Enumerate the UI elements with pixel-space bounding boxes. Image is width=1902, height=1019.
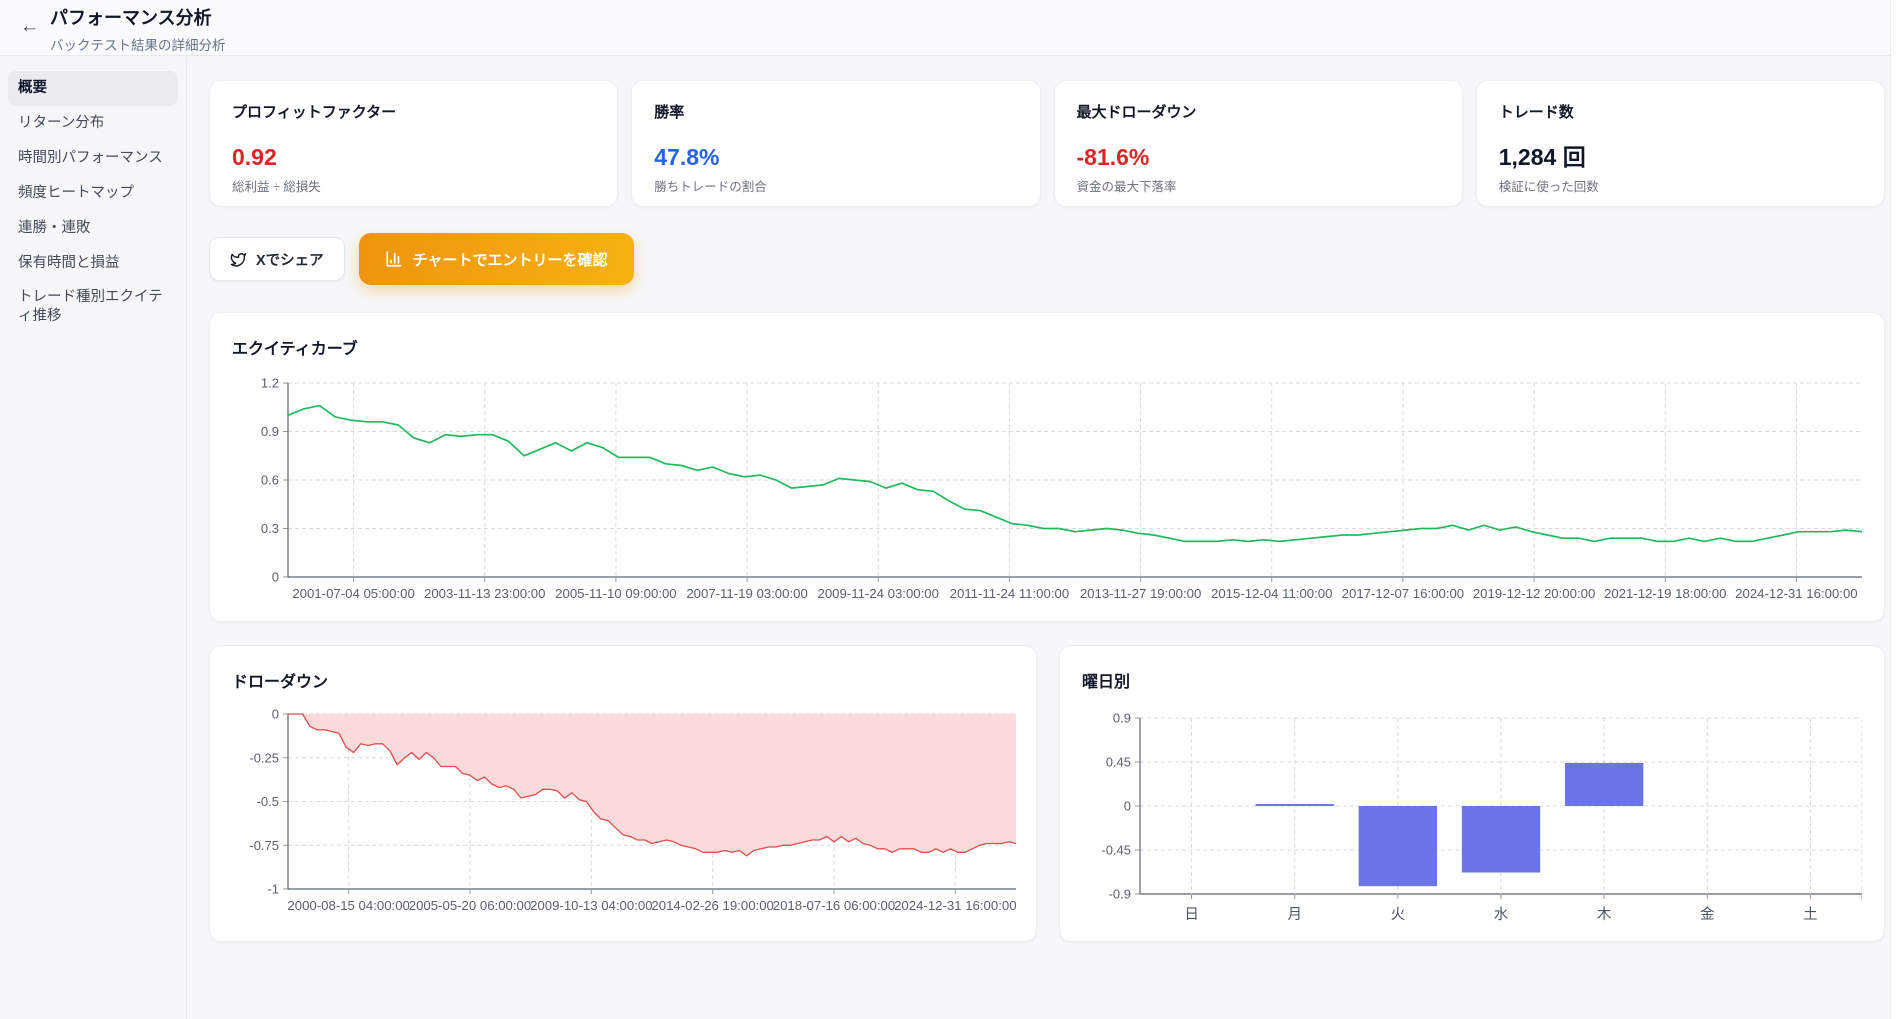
svg-text:2019-12-12 20:00:00: 2019-12-12 20:00:00	[1473, 586, 1595, 601]
svg-text:0.9: 0.9	[1113, 711, 1131, 726]
bar-chart-icon	[385, 250, 403, 268]
twitter-icon	[230, 251, 247, 268]
svg-text:0.9: 0.9	[261, 424, 279, 439]
svg-text:0.3: 0.3	[261, 521, 279, 536]
sidebar: 概要リターン分布時間別パフォーマンス 頻度ヒートマップ 連勝・連敗保有時間と損益トレ…	[0, 57, 187, 1019]
svg-text:-0.9: -0.9	[1109, 887, 1131, 902]
page-subtitle: バックテスト結果の詳細分析	[50, 37, 226, 53]
stat-title: プロフィットファクター	[232, 104, 397, 121]
weekday-chart: 0.9 0.45 0 -0.45 -0.9 日 月 火 水 木 金 土	[1082, 708, 1863, 945]
sidebar-item-2[interactable]: 時間別パフォーマンス	[18, 150, 163, 167]
svg-text:火: 火	[1391, 907, 1406, 923]
bottom-charts-row: ドローダウン 0 -0.25 -0.5 -0.75 -1 2000-08-15 04:00…	[209, 645, 1885, 942]
equity-curve-card: エクイティカーブ 1.2 0.9 0.6 0.3 0 2001-07-04 05:00:0…	[209, 312, 1885, 622]
svg-text:土: 土	[1803, 906, 1818, 923]
stat-card-2: 最大ドローダウン -81.6% 資金の最大下落率	[1053, 80, 1463, 207]
svg-text:-1: -1	[267, 882, 279, 897]
weekday-card: 曜日別 0.9 0.45 0 -0.45 -0.9 日 月 火 水 木 金 土	[1059, 645, 1885, 942]
drawdown-card: ドローダウン 0 -0.25 -0.5 -0.75 -1 2000-08-15 04:00…	[209, 645, 1037, 942]
actions-row: Xでシェア チャートでエントリーを確認	[209, 233, 1885, 285]
svg-text:2001-07-04 05:00:00: 2001-07-04 05:00:00	[292, 586, 414, 601]
svg-text:2011-11-24 11:00:00: 2011-11-24 11:00:00	[950, 586, 1070, 601]
svg-text:2013-11-27 19:00:00: 2013-11-27 19:00:00	[1080, 586, 1201, 601]
main-layout: 概要 リターン分布 時間別パフォーマンス 頻度ヒートマップ 連勝・連敗 保有時間と損益 トレ…	[0, 57, 1902, 1019]
svg-text:2024-12-31 16:00:00: 2024-12-31 16:00:00	[894, 898, 1016, 913]
confirm-entries-button[interactable]: チャートでエントリーを確認	[358, 233, 634, 285]
page-header: ← パフォーマンス分析 バックテスト結果の詳細分析	[0, 0, 1902, 56]
sidebar-item-5[interactable]: 保有時間と損益	[18, 255, 120, 272]
svg-text:-0.5: -0.5	[257, 794, 279, 809]
sidebar-item-3[interactable]: 頻度ヒートマップ	[18, 185, 134, 202]
svg-text:0: 0	[272, 708, 279, 722]
sidebar-item-0[interactable]: 概要	[8, 71, 178, 106]
stat-desc: 資金の最大下落率	[1076, 180, 1177, 194]
page-title: パフォーマンス分析	[50, 8, 212, 28]
svg-text:2024-12-31 16:00:00: 2024-12-31 16:00:00	[1735, 586, 1857, 601]
share-x-label: Xでシェア	[256, 252, 324, 269]
svg-text:2014-02-26 19:00:00: 2014-02-26 19:00:00	[651, 898, 773, 913]
drawdown-chart: 0 -0.25 -0.5 -0.75 -1 2000-08-15 04:00:00 2005…	[232, 707, 1017, 923]
stat-value: -81.6%	[1076, 144, 1150, 170]
stat-value: 1,284 回	[1498, 144, 1586, 170]
svg-text:2018-07-16 06:00:00: 2018-07-16 06:00:00	[773, 898, 895, 913]
svg-text:金: 金	[1700, 906, 1715, 923]
svg-text:2000-08-15 04:00:00: 2000-08-15 04:00:00	[287, 898, 409, 913]
svg-text:0: 0	[1124, 799, 1131, 814]
stat-desc: 勝ちトレードの割合	[654, 180, 767, 194]
sidebar-item-6[interactable]: トレード種別エクイティ推移	[18, 289, 163, 324]
svg-text:水: 水	[1494, 906, 1509, 923]
svg-text:日: 日	[1184, 907, 1199, 923]
stat-value: 47.8%	[654, 144, 720, 170]
svg-text:-0.75: -0.75	[249, 838, 279, 853]
svg-text:2015-12-04 11:00:00: 2015-12-04 11:00:00	[1211, 586, 1332, 601]
sidebar-item-4[interactable]: 連勝・連敗	[18, 220, 91, 237]
weekday-title: 曜日別	[1082, 674, 1131, 691]
svg-text:月: 月	[1287, 907, 1302, 923]
stat-title: 勝率	[654, 104, 685, 121]
svg-text:2009-11-24 03:00:00: 2009-11-24 03:00:00	[818, 586, 939, 601]
svg-text:-0.45: -0.45	[1101, 843, 1131, 858]
header-text: パフォーマンス分析 バックテスト結果の詳細分析	[50, 8, 226, 54]
content-area: プロフィットファクター 0.92 総利益 ÷ 総損失 勝率 47.8% 勝ちトレードの割合…	[187, 57, 1902, 1019]
svg-text:2017-12-07 16:00:00: 2017-12-07 16:00:00	[1342, 586, 1464, 601]
stat-title: トレード数	[1498, 104, 1574, 121]
svg-text:1.2: 1.2	[261, 376, 279, 391]
svg-text:-0.25: -0.25	[249, 750, 279, 765]
stat-desc: 検証に使った回数	[1498, 180, 1599, 194]
share-x-button[interactable]: Xでシェア	[209, 237, 345, 281]
svg-text:2005-11-10 09:00:00: 2005-11-10 09:00:00	[555, 586, 676, 601]
stat-cards-row: プロフィットファクター 0.92 総利益 ÷ 総損失 勝率 47.8% 勝ちトレードの割合…	[209, 80, 1885, 207]
svg-text:2009-10-13 04:00:00: 2009-10-13 04:00:00	[530, 898, 652, 913]
stat-card-0: プロフィットファクター 0.92 総利益 ÷ 総損失	[209, 80, 619, 207]
stat-desc: 総利益 ÷ 総損失	[232, 180, 321, 194]
drawdown-title: ドローダウン	[232, 674, 329, 691]
svg-text:2005-05-20 06:00:00: 2005-05-20 06:00:00	[409, 898, 531, 913]
scrollbar[interactable]	[1890, 0, 1902, 1019]
back-button[interactable]: ←	[14, 12, 44, 42]
svg-text:0: 0	[272, 570, 279, 585]
svg-text:0.45: 0.45	[1106, 755, 1131, 770]
svg-text:木: 木	[1597, 906, 1612, 923]
stat-title: 最大ドローダウン	[1076, 104, 1197, 121]
svg-text:2021-12-19 18:00:00: 2021-12-19 18:00:00	[1604, 586, 1726, 601]
svg-text:2007-11-19 03:00:00: 2007-11-19 03:00:00	[686, 586, 807, 601]
svg-text:2003-11-13 23:00:00: 2003-11-13 23:00:00	[424, 586, 545, 601]
svg-text:0.6: 0.6	[261, 473, 279, 488]
equity-curve-title: エクイティカーブ	[232, 341, 358, 358]
equity-curve-chart: 1.2 0.9 0.6 0.3 0 2001-07-04 05:00:00 2003-11-…	[232, 375, 1863, 612]
stat-card-1: 勝率 47.8% 勝ちトレードの割合	[631, 80, 1041, 207]
confirm-entries-label: チャートでエントリーを確認	[412, 251, 608, 269]
stat-value: 0.92	[232, 144, 277, 170]
stat-card-3: トレード数 1,284 回検証に使った回数	[1475, 80, 1885, 207]
sidebar-item-1[interactable]: リターン分布	[18, 115, 105, 132]
